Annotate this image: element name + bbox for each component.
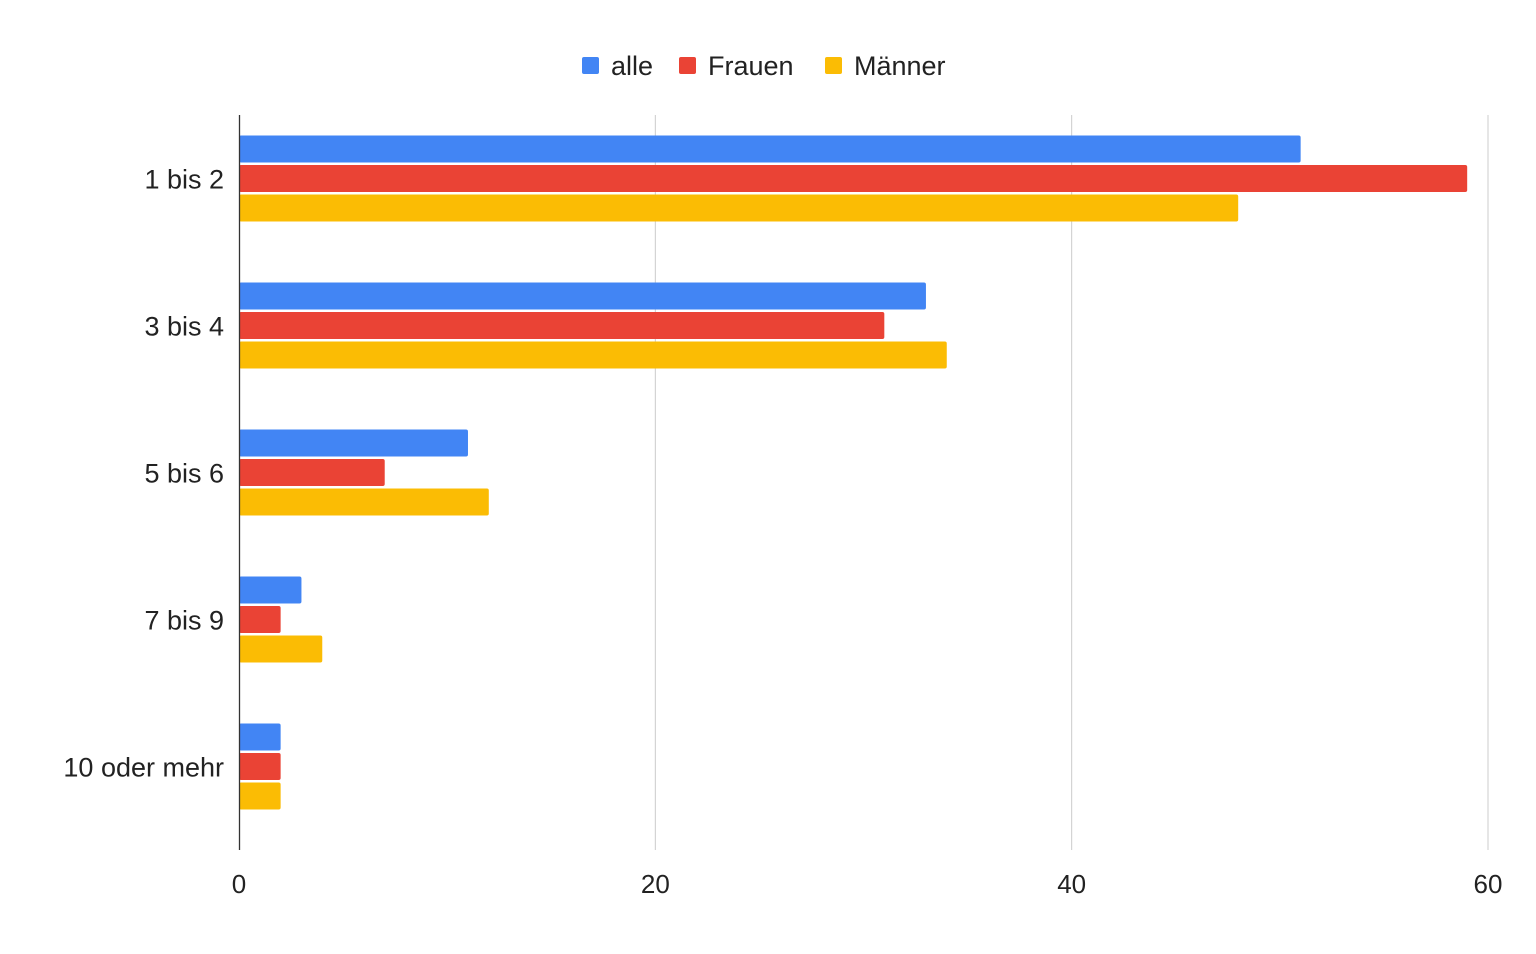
gridlines (654, 115, 1489, 850)
bar-alle-2 (239, 429, 468, 457)
bar-alle-1 (239, 282, 926, 310)
bar-männer-1 (239, 341, 947, 369)
bar-frauen-1 (239, 312, 885, 339)
y-tick-label: 7 bis 9 (144, 606, 224, 636)
y-tick-label: 10 oder mehr (63, 753, 224, 783)
legend-swatch-2 (825, 57, 842, 74)
bar-männer-0 (239, 194, 1239, 222)
x-tick-label: 40 (1057, 869, 1086, 899)
legend-label-2: Männer (854, 51, 946, 81)
bar-frauen-4 (239, 753, 281, 780)
legend: alle Frauen Männer (582, 51, 946, 81)
bar-alle-0 (239, 135, 1301, 163)
legend-swatch-1 (679, 57, 696, 74)
bar-alle-3 (239, 576, 302, 604)
bar-männer-3 (239, 635, 323, 663)
y-tick-label: 3 bis 4 (144, 312, 224, 342)
bar-frauen-0 (239, 165, 1468, 192)
legend-swatch-0 (582, 57, 599, 74)
x-tick-label: 20 (641, 869, 670, 899)
legend-label-1: Frauen (708, 51, 794, 81)
bar-männer-2 (239, 488, 489, 516)
x-tick-labels: 0 20 40 60 (232, 869, 1503, 899)
y-tick-label: 1 bis 2 (144, 165, 224, 195)
bars (239, 135, 1468, 810)
bar-männer-4 (239, 782, 281, 810)
x-tick-label: 0 (232, 869, 246, 899)
x-tick-label: 60 (1474, 869, 1503, 899)
bar-frauen-3 (239, 606, 281, 633)
bar-frauen-2 (239, 459, 385, 486)
legend-label-0: alle (611, 51, 653, 81)
y-tick-label: 5 bis 6 (144, 459, 224, 489)
y-tick-labels: 1 bis 2 3 bis 4 5 bis 6 7 bis 9 10 oder mehr (63, 165, 224, 783)
bar-alle-4 (239, 723, 281, 751)
